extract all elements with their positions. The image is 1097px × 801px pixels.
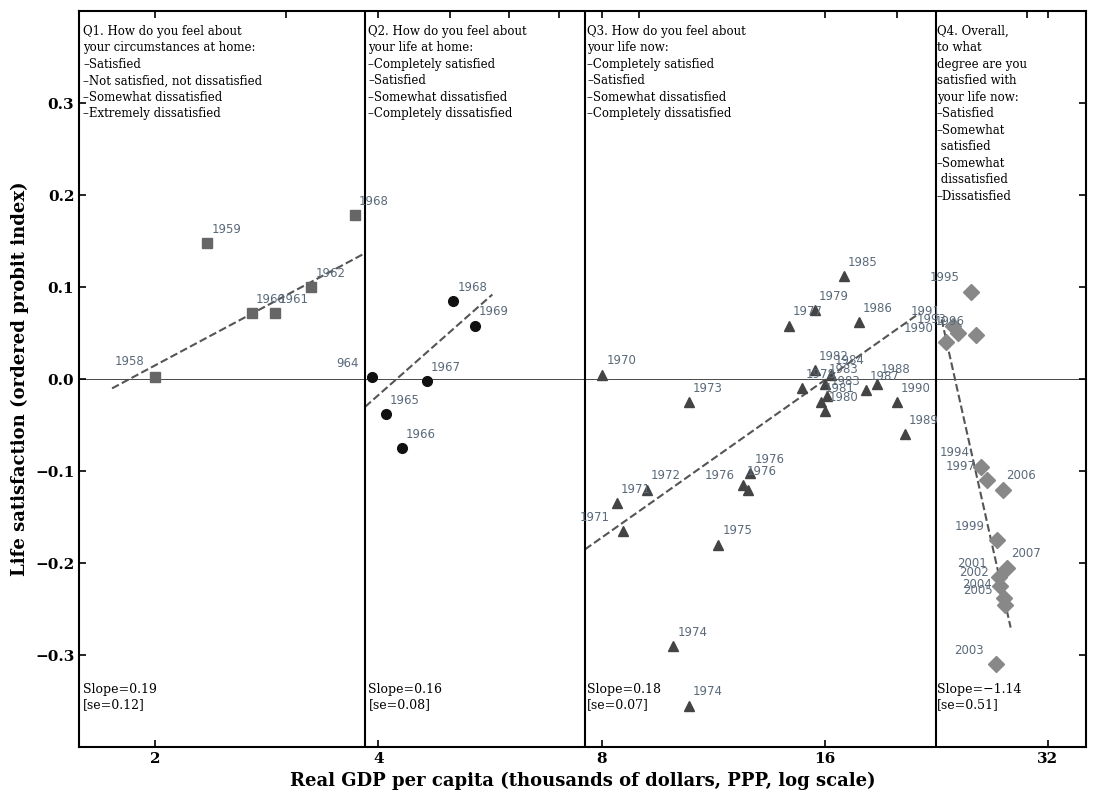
Text: 1976: 1976 <box>755 453 784 465</box>
Text: 1973: 1973 <box>693 382 723 395</box>
Text: 1970: 1970 <box>607 354 636 367</box>
Text: 2005: 2005 <box>963 584 993 598</box>
Text: 2001: 2001 <box>958 557 987 570</box>
Text: 1994: 1994 <box>939 446 970 459</box>
Text: 1966: 1966 <box>406 428 436 441</box>
Text: 1997: 1997 <box>946 460 975 473</box>
Text: 1988: 1988 <box>881 364 911 376</box>
Text: 964: 964 <box>336 357 359 370</box>
Text: 1980: 1980 <box>828 391 858 404</box>
Text: 1967: 1967 <box>431 360 461 373</box>
Text: 1993: 1993 <box>916 313 947 326</box>
Text: 1978: 1978 <box>805 368 836 381</box>
Text: 1960: 1960 <box>256 292 285 305</box>
Text: 1986: 1986 <box>863 302 893 315</box>
Text: 1968: 1968 <box>457 280 487 294</box>
Text: 1962: 1962 <box>315 267 346 280</box>
Text: 1976: 1976 <box>704 469 735 482</box>
Text: 1982: 1982 <box>818 349 848 363</box>
Text: 1984: 1984 <box>835 354 864 367</box>
Text: 1977: 1977 <box>792 305 823 319</box>
Text: 1990: 1990 <box>904 322 934 335</box>
Text: 2006: 2006 <box>1006 469 1037 482</box>
Text: 1985: 1985 <box>848 256 878 269</box>
Text: 1979: 1979 <box>818 290 848 303</box>
Text: 1991: 1991 <box>911 305 941 319</box>
Text: 1989: 1989 <box>908 414 938 427</box>
Text: 1969: 1969 <box>478 305 509 319</box>
Text: 1974: 1974 <box>677 626 708 638</box>
Text: 2002: 2002 <box>959 566 988 579</box>
Text: Slope=0.19
[se=0.12]: Slope=0.19 [se=0.12] <box>83 682 157 710</box>
Text: 2003: 2003 <box>954 644 984 657</box>
Text: 1987: 1987 <box>870 370 900 383</box>
Text: 1975: 1975 <box>722 525 753 537</box>
Text: 1996: 1996 <box>935 315 964 328</box>
Text: 1971: 1971 <box>580 510 610 524</box>
Text: Q2. How do you feel about
your life at home:
–Completely satisfied
–Satisfied
–S: Q2. How do you feel about your life at h… <box>369 25 527 120</box>
Text: 1990: 1990 <box>901 382 930 395</box>
Text: 1959: 1959 <box>212 223 241 235</box>
Text: 1976: 1976 <box>746 465 777 477</box>
Text: Q3. How do you feel about
your life now:
–Completely satisfied
–Satisfied
–Somew: Q3. How do you feel about your life now:… <box>587 25 746 120</box>
Text: 1961: 1961 <box>279 292 308 305</box>
Text: 1974: 1974 <box>693 686 723 698</box>
Text: Q4. Overall,
to what
degree are you
satisfied with
your life now:
–Satisfied
–So: Q4. Overall, to what degree are you sati… <box>937 25 1027 203</box>
Text: Slope=−1.14
[se=0.51]: Slope=−1.14 [se=0.51] <box>937 682 1021 710</box>
Text: 1983: 1983 <box>830 376 860 388</box>
Text: 2004: 2004 <box>962 578 992 591</box>
Text: 1965: 1965 <box>391 394 420 407</box>
Text: 1972: 1972 <box>651 469 680 482</box>
Text: 1971: 1971 <box>621 483 651 496</box>
Text: 1981: 1981 <box>825 382 855 395</box>
Text: 1983: 1983 <box>828 364 858 376</box>
X-axis label: Real GDP per capita (thousands of dollars, PPP, log scale): Real GDP per capita (thousands of dollar… <box>290 771 875 790</box>
Text: Slope=0.18
[se=0.07]: Slope=0.18 [se=0.07] <box>587 682 661 710</box>
Text: 2007: 2007 <box>1011 547 1041 561</box>
Text: Slope=0.16
[se=0.08]: Slope=0.16 [se=0.08] <box>369 682 442 710</box>
Text: 1958: 1958 <box>115 355 145 368</box>
Text: 1968: 1968 <box>359 195 388 208</box>
Y-axis label: Life satisfaction (ordered probit index): Life satisfaction (ordered probit index) <box>11 182 30 577</box>
Text: 1999: 1999 <box>955 520 985 533</box>
Text: 1995: 1995 <box>929 272 959 284</box>
Text: Q1. How do you feel about
your circumstances at home:
–Satisfied
–Not satisfied,: Q1. How do you feel about your circumsta… <box>83 25 262 120</box>
